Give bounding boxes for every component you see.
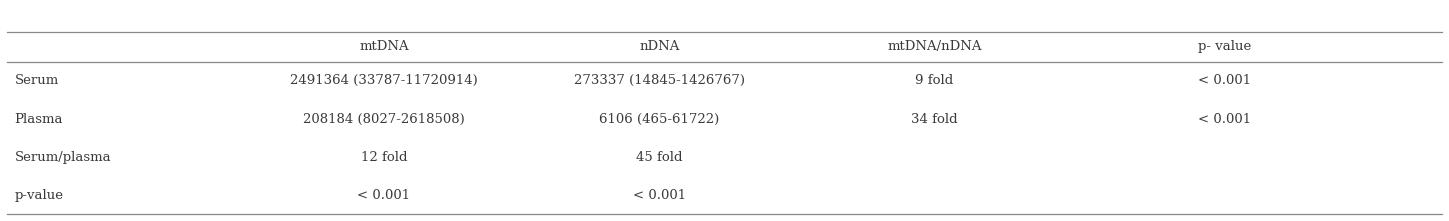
Text: p-value: p-value <box>14 189 64 202</box>
Text: 6106 (465-61722): 6106 (465-61722) <box>600 112 719 126</box>
Text: Serum: Serum <box>14 74 59 88</box>
Text: 45 fold: 45 fold <box>636 151 682 164</box>
Text: Plasma: Plasma <box>14 112 62 126</box>
Text: mtDNA: mtDNA <box>359 40 409 53</box>
Text: < 0.001: < 0.001 <box>1198 74 1250 88</box>
Text: mtDNA/nDNA: mtDNA/nDNA <box>887 40 982 53</box>
Text: 208184 (8027-2618508): 208184 (8027-2618508) <box>303 112 465 126</box>
Text: 9 fold: 9 fold <box>916 74 953 88</box>
Text: < 0.001: < 0.001 <box>358 189 410 202</box>
Text: p- value: p- value <box>1198 40 1250 53</box>
Text: 273337 (14845-1426767): 273337 (14845-1426767) <box>574 74 745 88</box>
Text: Serum/plasma: Serum/plasma <box>14 151 112 164</box>
Text: 34 fold: 34 fold <box>911 112 958 126</box>
Text: 12 fold: 12 fold <box>361 151 407 164</box>
Text: < 0.001: < 0.001 <box>1198 112 1250 126</box>
Text: 2491364 (33787-11720914): 2491364 (33787-11720914) <box>290 74 478 88</box>
Text: < 0.001: < 0.001 <box>633 189 685 202</box>
Text: nDNA: nDNA <box>639 40 680 53</box>
